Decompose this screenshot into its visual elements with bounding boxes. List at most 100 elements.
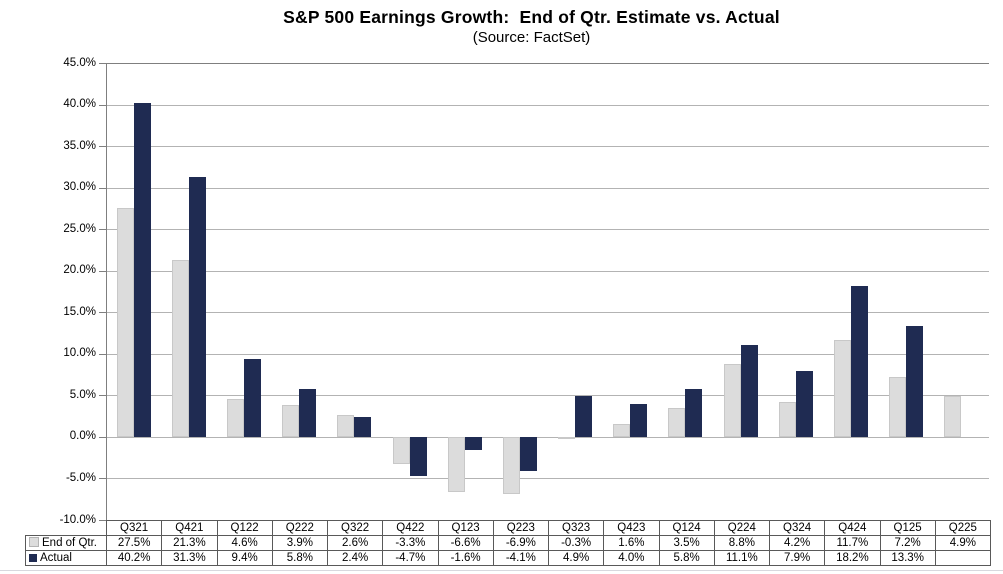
series-label: End of Qtr.	[42, 537, 97, 549]
actual-value-cell: -1.6%	[437, 550, 494, 566]
actual-value-cell: 13.3%	[879, 550, 936, 566]
estimate-value-cell: 3.9%	[271, 535, 329, 551]
quarter-header-cell: Q322	[326, 520, 384, 536]
y-axis-tick-mark	[99, 437, 106, 438]
gridline	[106, 437, 989, 438]
quarter-header-cell: Q424	[824, 520, 881, 536]
y-axis-tick-mark	[99, 271, 106, 272]
bar-actual-Q321	[134, 103, 151, 437]
gridline	[106, 395, 989, 396]
actual-value-cell: 4.0%	[603, 550, 660, 566]
quarter-header-cell: Q422	[382, 520, 439, 536]
estimate-value-cell: 4.6%	[216, 535, 273, 551]
bar-actual-Q322	[354, 417, 371, 437]
bar-actual-Q424	[851, 286, 868, 437]
bar-actual-Q422	[410, 437, 427, 476]
estimate-value-cell: -6.9%	[492, 535, 550, 551]
gridline	[106, 478, 989, 479]
quarter-header-cell: Q125	[879, 520, 936, 536]
y-axis-tick-label: 40.0%	[63, 98, 96, 110]
estimate-value-cell: 3.5%	[658, 535, 715, 551]
bar-estimate-Q421	[172, 260, 189, 437]
actual-value-cell	[934, 550, 992, 566]
bar-actual-Q222	[299, 389, 316, 437]
estimate-value-cell: 21.3%	[161, 535, 218, 551]
actual-value-cell: 31.3%	[161, 550, 218, 566]
bar-actual-Q223	[520, 437, 537, 471]
y-axis-tick-mark	[99, 520, 106, 521]
bar-estimate-Q423	[613, 424, 630, 437]
y-axis-tick-label: -10.0%	[59, 514, 96, 526]
estimate-value-cell: 11.7%	[824, 535, 881, 551]
bar-actual-Q124	[685, 389, 702, 437]
y-axis-tick-label: 15.0%	[63, 306, 96, 318]
series-label: Actual	[40, 552, 72, 564]
gridline	[106, 105, 989, 106]
gridline	[106, 146, 989, 147]
y-axis-tick-label: 5.0%	[69, 389, 96, 401]
bar-actual-Q122	[244, 359, 261, 437]
plot-area	[106, 63, 989, 521]
gridline	[106, 354, 989, 355]
actual-value-cell: 5.8%	[271, 550, 329, 566]
bar-estimate-Q424	[834, 340, 851, 437]
bar-estimate-Q225	[944, 396, 961, 437]
chart-frame-bottom-edge	[0, 570, 1003, 571]
bar-estimate-Q422	[393, 437, 410, 464]
bar-estimate-Q322	[337, 415, 354, 437]
actual-value-cell: 18.2%	[824, 550, 881, 566]
actual-value-cell: 7.9%	[768, 550, 826, 566]
actual-value-cell: -4.1%	[492, 550, 550, 566]
quarter-header-cell: Q324	[768, 520, 826, 536]
bar-estimate-Q321	[117, 208, 134, 437]
quarter-header-cell: Q321	[105, 520, 163, 536]
legend-swatch-actual	[29, 554, 37, 562]
y-axis-tick-mark	[99, 395, 106, 396]
y-axis-tick-label: 25.0%	[63, 223, 96, 235]
actual-value-cell: 2.4%	[326, 550, 384, 566]
plot-top-border	[106, 63, 989, 64]
quarter-header-cell: Q224	[713, 520, 771, 536]
legend-swatch-estimate	[29, 537, 39, 547]
estimate-value-cell: -3.3%	[382, 535, 439, 551]
y-axis-tick-label: 20.0%	[63, 264, 96, 276]
bar-estimate-Q222	[282, 405, 299, 437]
estimate-value-cell: 4.9%	[934, 535, 992, 551]
estimate-value-cell: 2.6%	[326, 535, 384, 551]
bar-estimate-Q223	[503, 437, 520, 494]
y-axis-tick-mark	[99, 105, 106, 106]
estimate-value-cell: -0.3%	[547, 535, 605, 551]
actual-value-cell: 40.2%	[105, 550, 163, 566]
actual-value-cell: -4.7%	[382, 550, 439, 566]
y-axis-tick-mark	[99, 229, 106, 230]
bar-actual-Q324	[796, 371, 813, 437]
actual-value-cell: 5.8%	[658, 550, 715, 566]
quarter-header-cell: Q421	[161, 520, 218, 536]
y-axis-tick-label: -5.0%	[65, 472, 96, 484]
chart-title: S&P 500 Earnings Growth: End of Qtr. Est…	[283, 7, 780, 27]
y-axis-tick-mark	[99, 146, 106, 147]
estimate-value-cell: 8.8%	[713, 535, 771, 551]
actual-value-cell: 4.9%	[547, 550, 605, 566]
gridline	[106, 271, 989, 272]
table-corner-cell	[26, 521, 107, 536]
bar-actual-Q125	[906, 326, 923, 437]
bar-estimate-Q124	[668, 408, 685, 437]
y-axis-tick-mark	[99, 354, 106, 355]
gridline	[106, 229, 989, 230]
y-axis-tick-mark	[99, 312, 106, 313]
quarter-header-cell: Q323	[547, 520, 605, 536]
bar-actual-Q323	[575, 396, 592, 437]
quarter-header-cell: Q223	[492, 520, 550, 536]
actual-value-cell: 11.1%	[713, 550, 771, 566]
bar-estimate-Q224	[724, 364, 741, 437]
quarter-header-cell: Q423	[603, 520, 660, 536]
series-row-header: Actual	[25, 550, 107, 566]
y-axis-tick-label: 35.0%	[63, 140, 96, 152]
estimate-value-cell: -6.6%	[437, 535, 494, 551]
bar-actual-Q423	[630, 404, 647, 437]
gridline	[106, 312, 989, 313]
quarter-header-cell: Q225	[934, 520, 992, 536]
bar-estimate-Q323	[558, 437, 575, 439]
bar-estimate-Q122	[227, 399, 244, 437]
